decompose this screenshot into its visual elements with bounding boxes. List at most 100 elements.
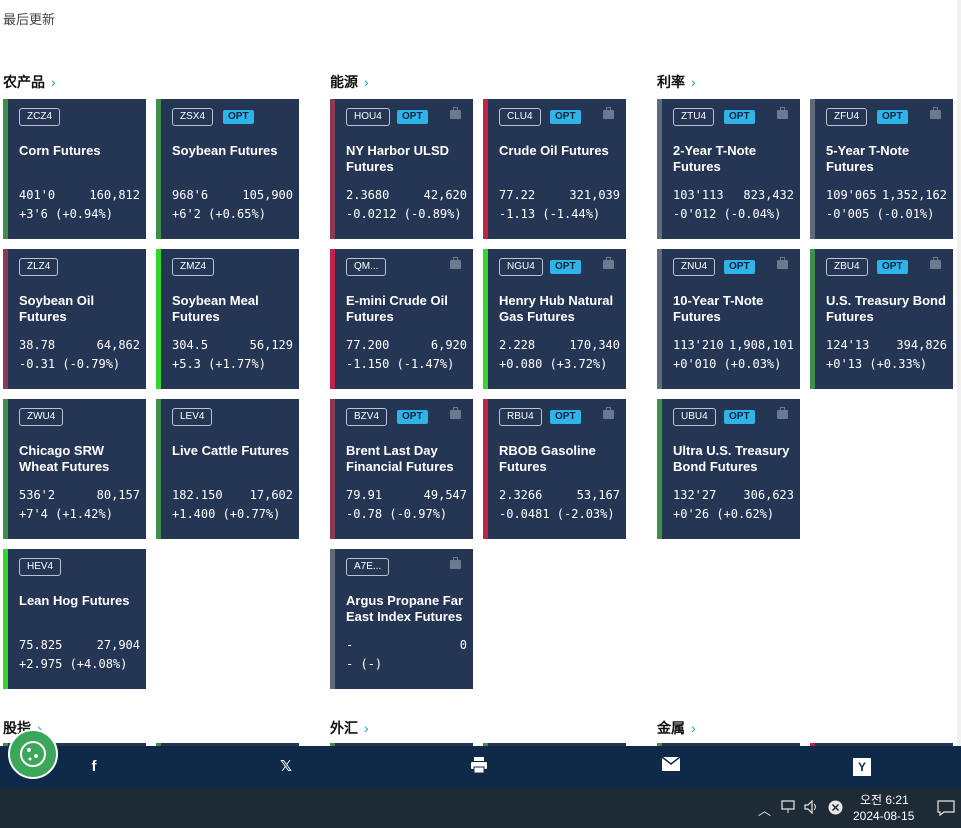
- options-badge[interactable]: OPT: [397, 410, 428, 424]
- yahoo-icon[interactable]: Y: [853, 758, 871, 776]
- contract-name: 5-Year T-Note Futures: [826, 143, 910, 174]
- volume: 170,340: [569, 338, 620, 352]
- last-price: 103'113: [673, 188, 724, 202]
- price-change: -0'005 (-0.01%): [826, 207, 935, 221]
- contract-name: 10-Year T-Note Futures: [673, 293, 764, 324]
- last-price: 182.150: [172, 488, 223, 502]
- volume: 64,862: [96, 338, 140, 352]
- price-change: +0'26 (+0.62%): [673, 507, 775, 521]
- ticker-badge: ZTU4: [673, 108, 714, 126]
- ticker-badge: ZSX4: [172, 108, 214, 126]
- options-badge[interactable]: OPT: [550, 110, 581, 124]
- volume: 6,920: [430, 338, 467, 352]
- last-price: 2.3266: [499, 488, 543, 502]
- chevron-right-icon: ›: [364, 720, 369, 736]
- scrollbar[interactable]: [957, 0, 961, 746]
- email-icon[interactable]: [661, 756, 681, 777]
- contract-name: Lean Hog Futures: [19, 593, 130, 608]
- price-change: -1.13 (-1.44%): [499, 207, 601, 221]
- last-updated-label: 最后更新: [3, 12, 56, 27]
- price-change: -0.0481 (-2.03%): [499, 507, 615, 521]
- share-bar: f 𝕏 Y: [0, 746, 961, 788]
- options-badge[interactable]: OPT: [877, 260, 908, 274]
- cookie-settings-button[interactable]: [8, 729, 58, 779]
- network-icon-glyph: [781, 800, 795, 813]
- chevron-right-icon: ›: [37, 720, 42, 736]
- volume: 321,039: [569, 188, 620, 202]
- ticker-badge: RBU4: [499, 408, 542, 426]
- facebook-icon[interactable]: f: [91, 758, 97, 775]
- futures-card[interactable]: ZCZ4 Corn Futures 401'0 160,812 +3'6 (+0.94%…: [3, 99, 146, 239]
- print-icon[interactable]: [469, 757, 489, 777]
- notification-icon-glyph: [937, 800, 955, 817]
- section-energy[interactable]: 能源 ›: [330, 72, 369, 92]
- briefcase-icon: [603, 407, 614, 419]
- last-price: -: [346, 638, 354, 652]
- volume: 394,826: [896, 338, 947, 352]
- cookie-icon: [20, 741, 46, 767]
- futures-card[interactable]: ZBU4 OPT U.S. Treasury Bond Futures 124'13 3…: [810, 249, 953, 389]
- options-badge[interactable]: OPT: [550, 260, 581, 274]
- futures-card[interactable]: ZFU4 OPT 5-Year T-Note Futures 109'065 1,352…: [810, 99, 953, 239]
- price-change: -1.150 (-1.47%): [346, 357, 455, 371]
- futures-card[interactable]: ZNU4 OPT 10-Year T-Note Futures 113'210 1,90…: [657, 249, 800, 389]
- futures-card[interactable]: LEV4 Live Cattle Futures 182.150 17,602 +1.4…: [156, 399, 299, 539]
- chevron-up-icon[interactable]: ︿: [758, 803, 772, 818]
- options-badge[interactable]: OPT: [397, 110, 428, 124]
- contract-name: Corn Futures: [19, 143, 101, 158]
- options-badge[interactable]: OPT: [550, 410, 581, 424]
- futures-card-peek: [3, 743, 146, 746]
- futures-card[interactable]: HEV4 Lean Hog Futures 75.825 27,904 +2.975 (…: [3, 549, 146, 689]
- futures-card[interactable]: BZV4 OPT Brent Last Day Financial Futures 7…: [330, 399, 473, 539]
- futures-card[interactable]: RBU4 OPT RBOB Gasoline Futures 2.3266 53,167…: [483, 399, 626, 539]
- volume-icon[interactable]: [804, 799, 820, 817]
- contract-name: Henry Hub Natural Gas Futures: [499, 293, 614, 324]
- volume: 27,904: [96, 638, 140, 652]
- futures-card[interactable]: HOU4 OPT NY Harbor ULSD Futures 2.3680 42,62…: [330, 99, 473, 239]
- ticker-badge: A7E...: [346, 558, 390, 576]
- futures-card[interactable]: ZTU4 OPT 2-Year T-Note Futures 103'113 823,4…: [657, 99, 800, 239]
- futures-card[interactable]: ZMZ4 Soybean Meal Futures 304.5 56,129 +5.3 …: [156, 249, 299, 389]
- ticker-badge: CLU4: [499, 108, 541, 126]
- clock-date[interactable]: 2024-08-15: [853, 809, 915, 823]
- briefcase-icon: [930, 257, 941, 269]
- futures-card[interactable]: ZLZ4 Soybean Oil Futures 38.78 64,862 -0.31 …: [3, 249, 146, 389]
- ticker-badge: ZMZ4: [172, 258, 215, 276]
- futures-card[interactable]: A7E... Argus Propane Far East Index Futur…: [330, 549, 473, 689]
- section-interest-rates[interactable]: 利率 ›: [657, 72, 696, 92]
- price-change: -0'012 (-0.04%): [673, 207, 782, 221]
- options-badge[interactable]: OPT: [724, 260, 755, 274]
- network-icon[interactable]: [781, 800, 797, 817]
- options-badge[interactable]: OPT: [724, 410, 755, 424]
- x-twitter-icon[interactable]: 𝕏: [279, 758, 293, 775]
- futures-card[interactable]: ZSX4 OPT Soybean Futures 968'6 105,900 +6'2 (…: [156, 99, 299, 239]
- ticker-badge: ZBU4: [826, 258, 868, 276]
- chevron-right-icon: ›: [691, 74, 696, 90]
- section-metals[interactable]: 金属 ›: [657, 718, 696, 738]
- futures-card[interactable]: NGU4 OPT Henry Hub Natural Gas Futures 2.22…: [483, 249, 626, 389]
- close-circle-icon[interactable]: [828, 800, 843, 818]
- ticker-badge: ZFU4: [826, 108, 867, 126]
- options-badge[interactable]: OPT: [877, 110, 908, 124]
- contract-name: Crude Oil Futures: [499, 143, 609, 158]
- futures-card[interactable]: QM... E-mini Crude Oil Futures 77.200 6,920…: [330, 249, 473, 389]
- clock-time[interactable]: 오전 6:21: [860, 793, 909, 807]
- notification-icon[interactable]: [937, 800, 955, 819]
- last-price: 77.200: [346, 338, 390, 352]
- volume: 823,432: [743, 188, 794, 202]
- price-change: -0.78 (-0.97%): [346, 507, 448, 521]
- section-title-text: 金属: [657, 720, 685, 736]
- section-fx[interactable]: 外汇 ›: [330, 718, 369, 738]
- briefcase-icon: [450, 107, 461, 119]
- section-agriculture[interactable]: 农产品 ›: [3, 72, 56, 92]
- last-price: 2.228: [499, 338, 536, 352]
- futures-card[interactable]: ZWU4 Chicago SRW Wheat Futures 536'2 80,157…: [3, 399, 146, 539]
- ticker-badge: LEV4: [172, 408, 213, 426]
- ticker-badge: ZWU4: [19, 408, 64, 426]
- options-badge[interactable]: OPT: [724, 110, 755, 124]
- options-badge[interactable]: OPT: [223, 110, 254, 124]
- last-price: 124'13: [826, 338, 870, 352]
- futures-card[interactable]: UBU4 OPT Ultra U.S. Treasury Bond Futures 1…: [657, 399, 800, 539]
- futures-card[interactable]: CLU4 OPT Crude Oil Futures 77.22 321,039 -1.1…: [483, 99, 626, 239]
- briefcase-icon: [603, 107, 614, 119]
